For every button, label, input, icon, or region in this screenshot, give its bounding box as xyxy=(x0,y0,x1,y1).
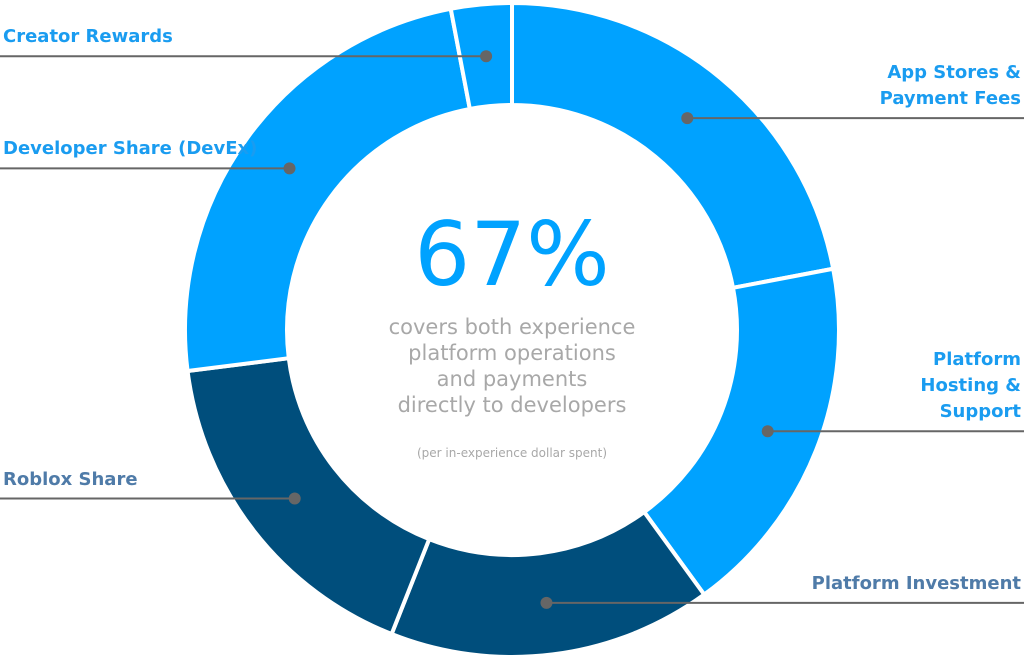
donut-slice xyxy=(183,6,473,374)
center-caption: covers both experience platform operatio… xyxy=(388,315,636,417)
center-note: (per in-experience dollar spent) xyxy=(417,446,607,460)
center-value: 67% xyxy=(414,203,610,306)
slice-label: Platform Investment xyxy=(811,572,1021,594)
leader-dot xyxy=(283,162,296,175)
slice-label: Roblox Share xyxy=(3,468,138,490)
leader-dot xyxy=(540,596,553,609)
leader-dot xyxy=(480,50,493,63)
donut-slice xyxy=(510,0,836,291)
slice-label: App Stores & Payment Fees xyxy=(879,62,1021,110)
donut-slice xyxy=(389,509,708,658)
slice-label: Developer Share (DevEx) xyxy=(3,138,258,160)
slice-label: Platform Hosting & Support xyxy=(920,349,1021,423)
leader-dot xyxy=(288,492,301,505)
leader-dot xyxy=(681,112,694,125)
slice-label: Creator Rewards xyxy=(3,26,173,48)
leader-dot xyxy=(761,425,774,438)
